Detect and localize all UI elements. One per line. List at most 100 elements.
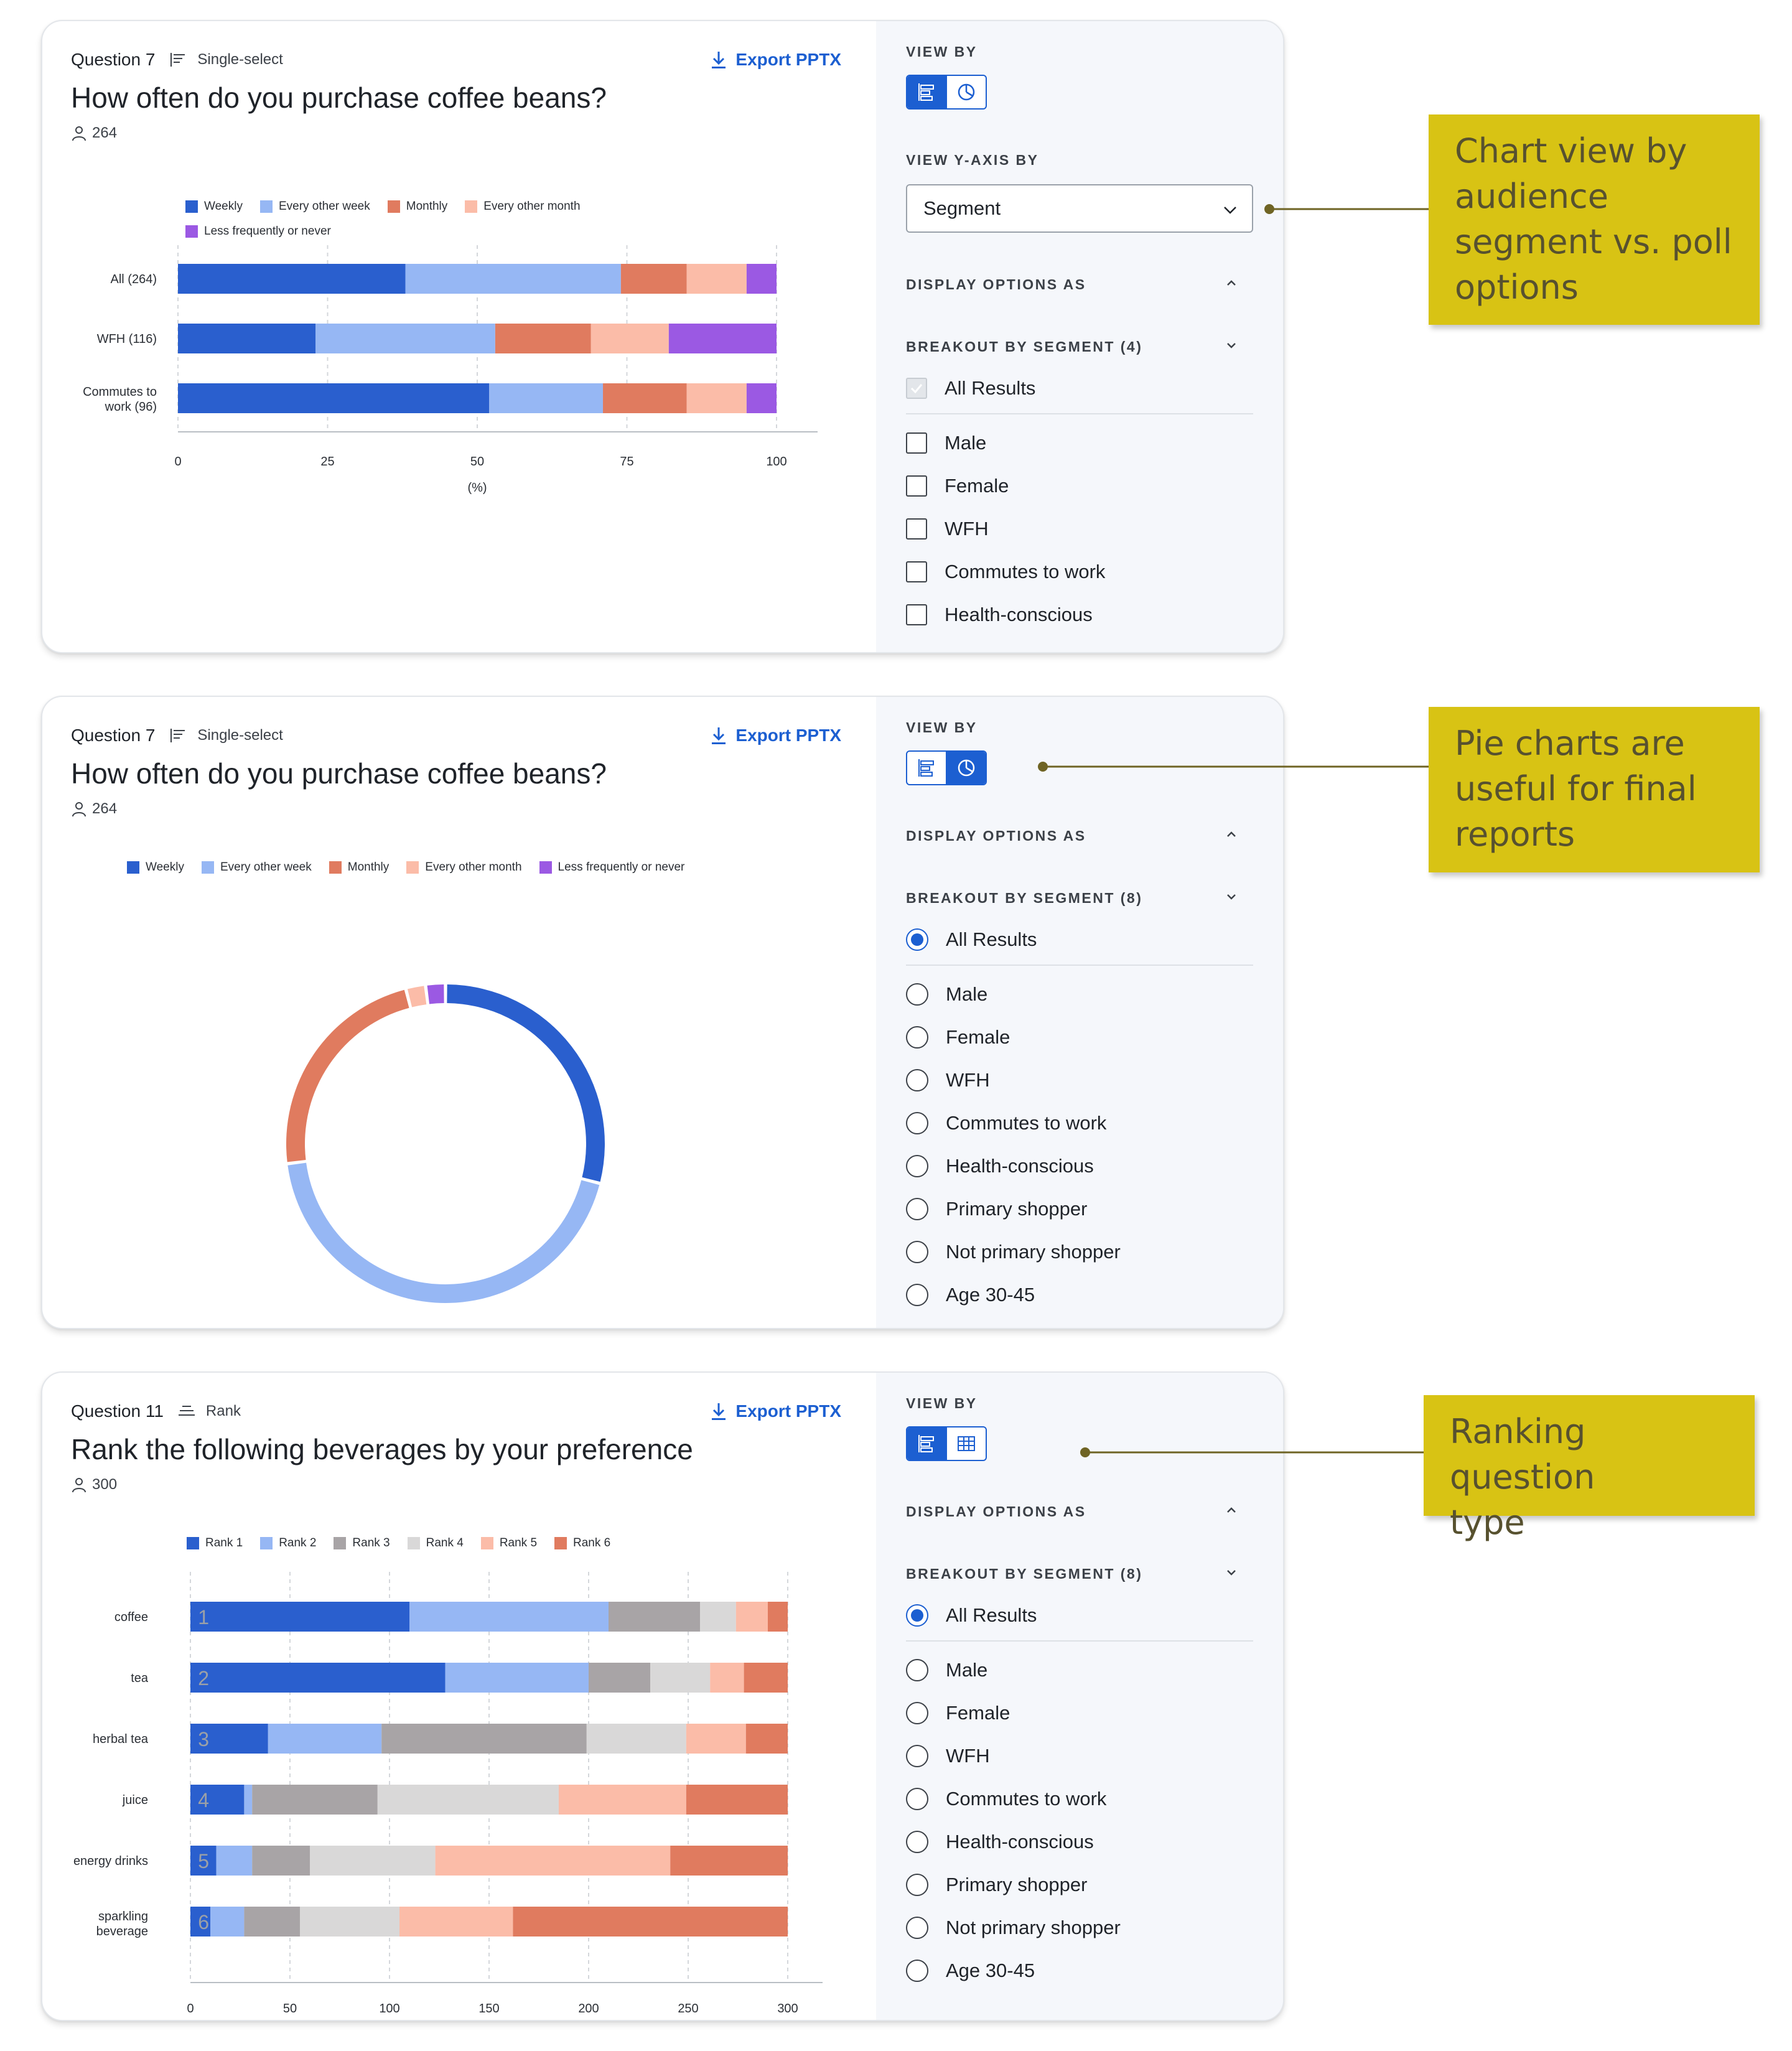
chevron-up-icon[interactable] xyxy=(1225,828,1238,841)
segment-option-primary-shopper[interactable]: Primary shopper xyxy=(906,1871,1087,1899)
chevron-up-icon[interactable] xyxy=(1225,276,1238,290)
segment-option-male[interactable]: Male xyxy=(906,981,987,1008)
segment-option-commutes[interactable]: Commutes to work xyxy=(906,558,1105,586)
bar-segment xyxy=(700,1602,736,1632)
radio[interactable] xyxy=(906,1155,928,1177)
legend-swatch xyxy=(187,1537,199,1549)
segment-option-commutes[interactable]: Commutes to work xyxy=(906,1110,1106,1137)
pie-view-button[interactable] xyxy=(946,752,986,784)
table-view-button[interactable] xyxy=(946,1427,986,1460)
question-card-3: Question 11 Rank Export PPTX Rank the fo… xyxy=(41,1371,1284,2021)
bar-segment xyxy=(745,1724,788,1754)
radio[interactable] xyxy=(906,1917,928,1939)
segment-option-not-primary-shopper[interactable]: Not primary shopper xyxy=(906,1238,1121,1266)
radio[interactable] xyxy=(906,983,928,1006)
segment-option-male[interactable]: Male xyxy=(906,429,986,457)
y-tick-label: tea xyxy=(131,1671,149,1685)
radio[interactable] xyxy=(906,1659,928,1681)
radio[interactable] xyxy=(906,1960,928,1982)
radio[interactable] xyxy=(906,1874,928,1896)
segment-option-commutes[interactable]: Commutes to work xyxy=(906,1785,1106,1813)
chart-legend: Weekly Every other week Monthly Every other… xyxy=(185,194,745,244)
legend-item: Rank 2 xyxy=(260,1531,316,1556)
x-axis-label: (%) xyxy=(467,481,487,495)
option-label: Female xyxy=(946,1026,1010,1048)
segment-option-all-results[interactable]: All Results xyxy=(906,1602,1037,1629)
segment-option-primary-shopper[interactable]: Primary shopper xyxy=(906,1195,1087,1223)
pie-view-button[interactable] xyxy=(946,76,986,108)
bar-segment xyxy=(590,324,669,353)
checkbox[interactable] xyxy=(906,604,927,625)
radio-selected[interactable] xyxy=(906,1604,928,1627)
checkbox[interactable] xyxy=(906,432,927,454)
radio[interactable] xyxy=(906,1788,928,1810)
segment-option-age-30-45[interactable]: Age 30-45 xyxy=(906,1281,1035,1309)
x-tick-label: 100 xyxy=(379,2002,399,2016)
view-by-label: VIEW BY xyxy=(906,44,978,60)
chevron-up-icon[interactable] xyxy=(1225,1503,1238,1517)
pie-chart-icon xyxy=(958,83,975,101)
option-label: All Results xyxy=(946,928,1037,950)
y-axis-select[interactable]: Segment xyxy=(906,184,1253,233)
segment-option-wfh[interactable]: WFH xyxy=(906,515,989,543)
segment-option-all-results[interactable]: All Results xyxy=(906,926,1037,953)
connector-2 xyxy=(1038,762,1429,772)
segment-option-health-conscious[interactable]: Health-conscious xyxy=(906,601,1093,628)
radio[interactable] xyxy=(906,1702,928,1724)
radio[interactable] xyxy=(906,1112,928,1134)
radio[interactable] xyxy=(906,1069,928,1091)
chevron-down-icon[interactable] xyxy=(1225,339,1238,352)
bar-chart-icon xyxy=(918,759,934,777)
bar-segment xyxy=(216,1846,253,1876)
bar-view-button[interactable] xyxy=(907,76,946,108)
segment-option-wfh[interactable]: WFH xyxy=(906,1067,990,1094)
radio[interactable] xyxy=(906,1241,928,1263)
question-title: How often do you purchase coffee beans? xyxy=(71,82,607,114)
bar-segment xyxy=(768,1602,788,1632)
segment-option-female[interactable]: Female xyxy=(906,1024,1010,1051)
bar-view-button[interactable] xyxy=(907,1427,946,1460)
radio[interactable] xyxy=(906,1026,928,1049)
segment-option-female[interactable]: Female xyxy=(906,1699,1010,1727)
question-type: Rank xyxy=(205,1403,241,1419)
checkbox[interactable] xyxy=(906,518,927,540)
checkbox[interactable] xyxy=(906,475,927,497)
legend-swatch xyxy=(127,861,139,874)
segment-option-not-primary-shopper[interactable]: Not primary shopper xyxy=(906,1914,1121,1941)
chevron-down-icon[interactable] xyxy=(1225,1566,1238,1579)
export-pptx-button[interactable]: Export PPTX xyxy=(711,722,841,749)
checkbox[interactable] xyxy=(906,561,927,582)
export-label: Export PPTX xyxy=(735,726,841,745)
bar-view-button[interactable] xyxy=(907,752,946,784)
segment-option-health-conscious[interactable]: Health-conscious xyxy=(906,1152,1094,1180)
chevron-down-icon[interactable] xyxy=(1225,890,1238,904)
option-label: Not primary shopper xyxy=(946,1241,1121,1263)
x-tick-label: 0 xyxy=(187,2002,194,2016)
export-pptx-button[interactable]: Export PPTX xyxy=(711,1398,841,1425)
radio[interactable] xyxy=(906,1284,928,1306)
segment-option-male[interactable]: Male xyxy=(906,1656,987,1684)
radio-selected[interactable] xyxy=(906,928,928,951)
bar-segment xyxy=(513,1907,788,1937)
bar-segment xyxy=(405,264,621,294)
legend-item: Monthly xyxy=(387,194,447,219)
radio[interactable] xyxy=(906,1198,928,1220)
legend-item: Rank 6 xyxy=(554,1531,610,1556)
export-pptx-button[interactable]: Export PPTX xyxy=(711,46,841,73)
annotation-note-1: Chart view by audience segment vs. poll … xyxy=(1429,114,1760,325)
divider xyxy=(906,965,1253,966)
radio[interactable] xyxy=(906,1831,928,1853)
legend-label: Every other month xyxy=(483,200,581,213)
segment-option-female[interactable]: Female xyxy=(906,472,1009,500)
options-panel: VIEW BY VIEW Y-AXIS BY Segment DISPLAY O… xyxy=(876,21,1283,652)
pie-chart-icon xyxy=(958,759,975,777)
segment-option-wfh[interactable]: WFH xyxy=(906,1742,990,1770)
radio[interactable] xyxy=(906,1745,928,1767)
segment-option-age-30-45[interactable]: Age 30-45 xyxy=(906,1957,1035,1984)
view-by-toggle xyxy=(906,750,987,785)
segment-option-health-conscious[interactable]: Health-conscious xyxy=(906,1828,1094,1856)
display-options-label: DISPLAY OPTIONS AS xyxy=(906,276,1086,292)
connector-1 xyxy=(1264,204,1429,214)
segment-option-all-results[interactable]: All Results xyxy=(906,375,1035,402)
